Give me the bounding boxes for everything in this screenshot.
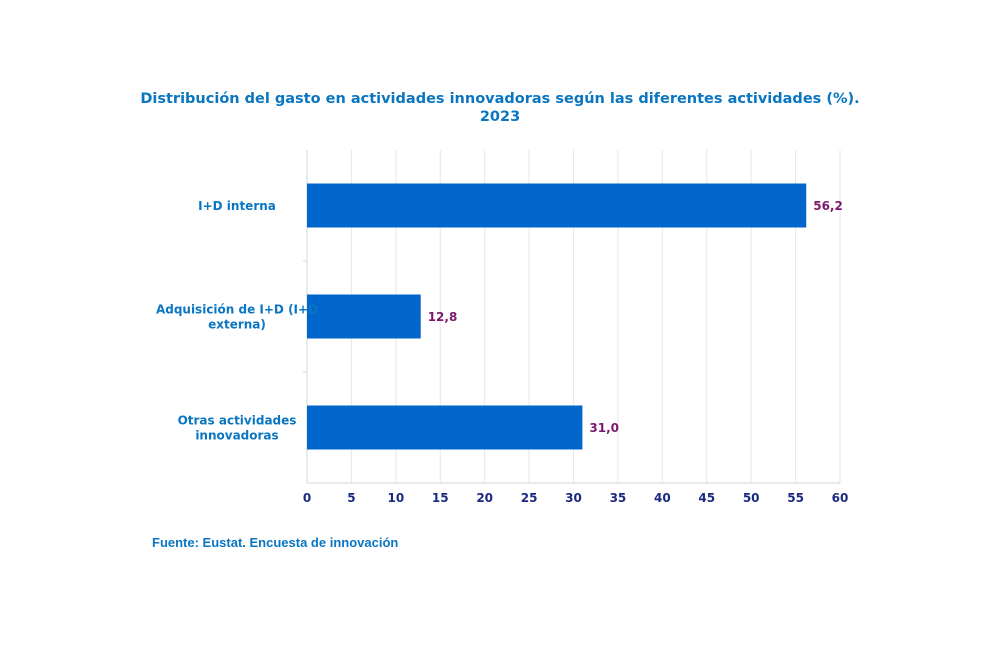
chart-title: Distribución del gasto en actividades in… xyxy=(100,90,900,126)
bar xyxy=(307,294,421,339)
x-tick-label: 20 xyxy=(476,491,493,505)
x-tick-label: 15 xyxy=(432,491,449,505)
data-label: 56,2 xyxy=(813,199,843,213)
chart-title-line-2: 2023 xyxy=(479,109,521,125)
category-label: Otras actividades xyxy=(178,414,297,428)
x-tick-label: 35 xyxy=(610,491,627,505)
x-tick-label: 40 xyxy=(654,491,671,505)
x-tick-label: 45 xyxy=(698,491,715,505)
x-tick-label: 55 xyxy=(787,491,804,505)
chart-title-line-1: Distribución del gasto en actividades in… xyxy=(140,91,860,107)
x-tick-label: 5 xyxy=(347,491,355,505)
x-tick-label: 10 xyxy=(387,491,404,505)
data-label: 12,8 xyxy=(428,310,458,324)
x-tick-label: 0 xyxy=(303,491,311,505)
x-tick-label: 60 xyxy=(832,491,849,505)
category-label: I+D interna xyxy=(198,199,276,213)
data-label: 31,0 xyxy=(589,421,619,435)
source-note: Fuente: Eustat. Encuesta de innovación xyxy=(152,535,399,550)
x-tick-label: 30 xyxy=(565,491,582,505)
bar xyxy=(307,405,583,450)
category-label: innovadoras xyxy=(195,429,278,443)
category-label: Adquisición de I+D (I+D xyxy=(156,303,318,317)
category-label: externa) xyxy=(208,318,266,332)
x-tick-label: 25 xyxy=(521,491,538,505)
labels: 0 5 10 15 20 25 30 35 40 45 50 55 60 56,2 I+D interna 1… xyxy=(156,199,848,505)
bar xyxy=(307,183,807,228)
bars xyxy=(307,183,807,450)
x-tick-label: 50 xyxy=(743,491,760,505)
